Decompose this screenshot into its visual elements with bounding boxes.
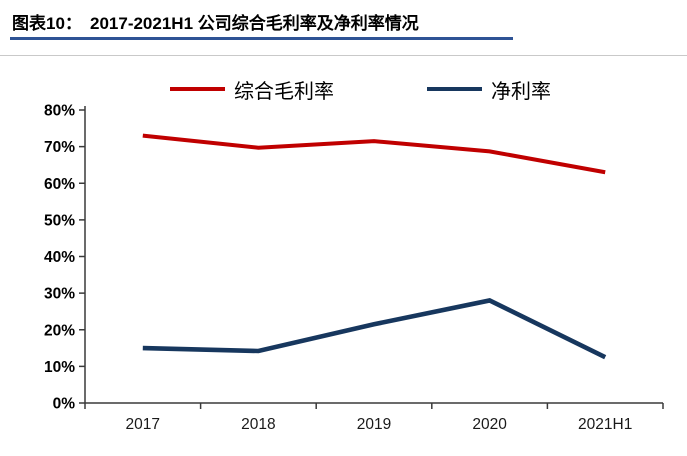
figure-caption-label: 图表10：: [12, 14, 82, 33]
figure-title: 2017-2021H1 公司综合毛利率及净利率情况: [90, 14, 419, 33]
gross-margin-line-swatch: [170, 87, 225, 91]
legend-item-net-margin: 净利率: [427, 76, 551, 103]
series-line-0: [142, 133, 606, 175]
y-tick-label: 20%: [44, 322, 75, 339]
y-tick-label: 60%: [44, 176, 75, 193]
y-tick-label: 10%: [44, 359, 75, 376]
series-line-1: [142, 298, 607, 360]
header-rule-divider: [0, 55, 687, 56]
legend-label-gross-margin: 综合毛利率: [234, 80, 334, 103]
x-tick-label: 2020: [472, 416, 507, 433]
legend-label-net-margin: 净利率: [491, 80, 551, 103]
x-tick-label: 2021H1: [578, 416, 632, 433]
y-tick-label: 70%: [44, 139, 75, 156]
x-tick-label: 2018: [241, 416, 275, 433]
net-margin-line-swatch: [427, 87, 482, 91]
x-tick-label: 2019: [357, 416, 391, 433]
legend-item-gross-margin: 综合毛利率: [170, 76, 334, 103]
y-tick-label: 80%: [44, 103, 75, 120]
y-tick-label: 50%: [44, 212, 75, 229]
title-underline-divider: [10, 37, 513, 40]
y-tick-label: 30%: [44, 286, 75, 303]
y-tick-label: 0%: [53, 396, 76, 413]
x-tick-label: 2017: [126, 416, 160, 433]
y-tick-label: 40%: [44, 249, 75, 266]
